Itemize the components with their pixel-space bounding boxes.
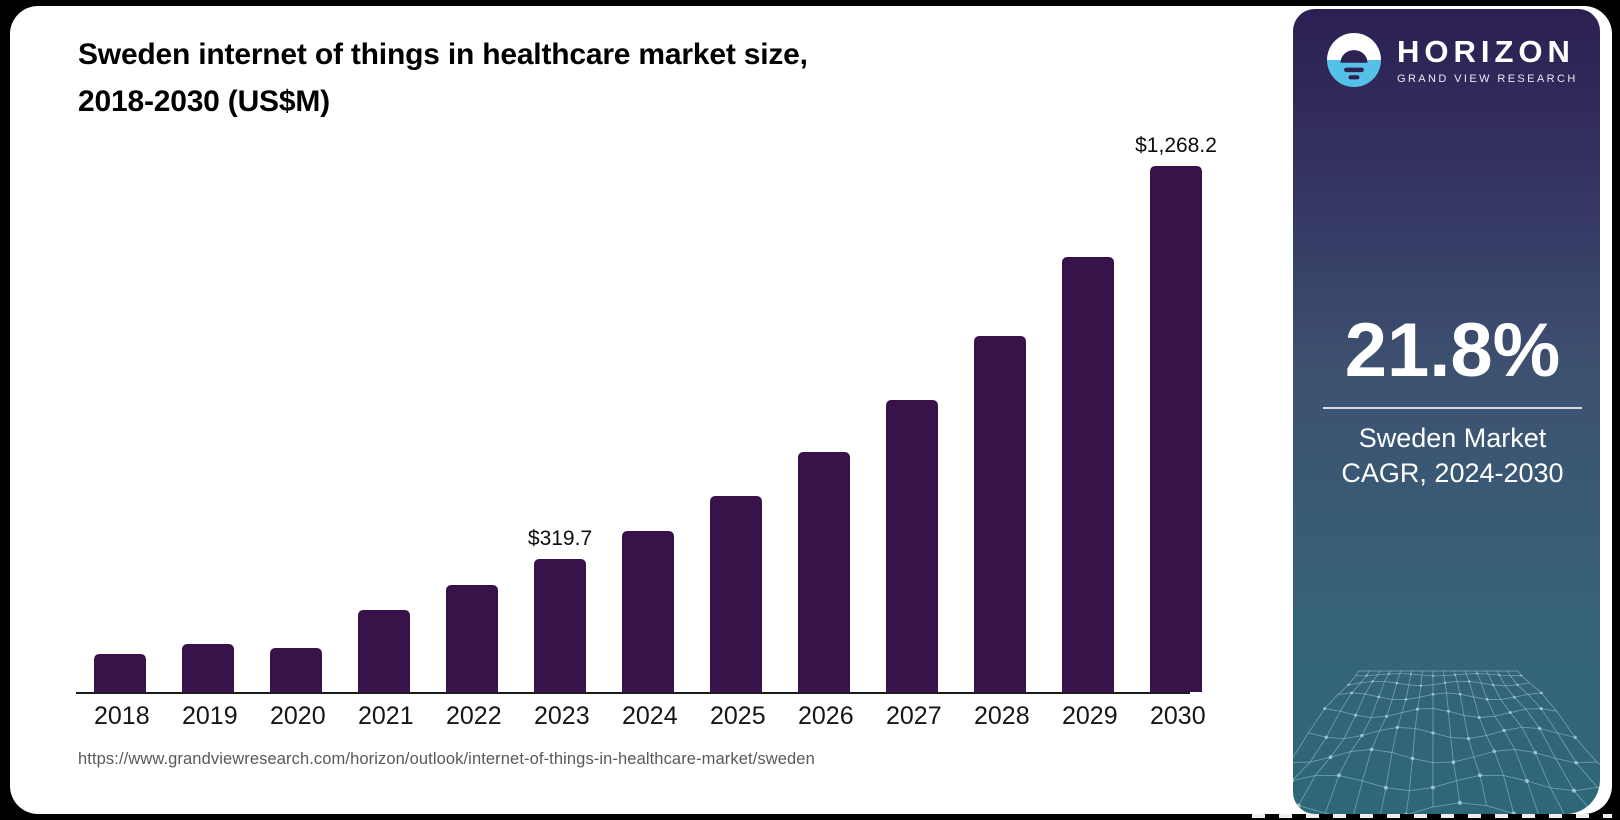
- stat-label-line1: Sweden Market: [1358, 422, 1547, 453]
- bar-column-2028: [974, 304, 1026, 692]
- bar-2020: [270, 647, 322, 692]
- x-tick-2029: 2029: [1062, 702, 1118, 730]
- x-tick-2024: 2024: [622, 702, 678, 730]
- x-tick-2030: 2030: [1150, 702, 1206, 730]
- x-tick-2027: 2027: [886, 702, 942, 730]
- bar-column-2019: [182, 612, 234, 692]
- x-tick-2022: 2022: [446, 702, 502, 730]
- bar-column-2029: [1062, 225, 1114, 692]
- bar-column-2025: [710, 464, 762, 692]
- bar-column-2030: $1,268.2: [1135, 134, 1217, 692]
- x-tick-2023: 2023: [534, 702, 590, 730]
- bar-column-2024: [622, 499, 674, 692]
- cagr-value: 21.8%: [1344, 308, 1561, 393]
- bar-column-2020: [270, 616, 322, 692]
- chart-x-axis-labels: 2018 2019 2020 2021 2022 2023 2024 2025 2026 2027…: [94, 702, 1206, 731]
- bar-value-label-2030: $1,268.2: [1135, 134, 1217, 157]
- x-tick-2018: 2018: [94, 702, 150, 730]
- x-tick-2026: 2026: [798, 702, 854, 730]
- horizon-sun-circle-icon: [1327, 33, 1381, 87]
- bar-2026: [798, 452, 850, 692]
- bar-2021: [358, 609, 410, 692]
- infographic-card: Sweden internet of things in healthcare …: [10, 6, 1612, 814]
- bar-2029: [1062, 257, 1114, 692]
- chart-columns: $319.7 $1,268.2: [94, 126, 1217, 692]
- bar-column-2022: [446, 553, 498, 692]
- bar-2022: [446, 584, 498, 692]
- x-tick-2028: 2028: [974, 702, 1030, 730]
- sidebar-panel: HORIZON GRAND VIEW RESEARCH 21.8% Sweden…: [1293, 9, 1600, 814]
- bar-2030: [1150, 166, 1202, 692]
- bar-2024: [622, 531, 674, 692]
- chart-title-line1: Sweden internet of things in healthcare …: [78, 38, 808, 71]
- bar-column-2026: [798, 420, 850, 692]
- stat-divider: [1323, 406, 1582, 409]
- brand-text: HORIZON GRAND VIEW RESEARCH: [1397, 33, 1578, 86]
- source-url: https://www.grandviewresearch.com/horizo…: [78, 750, 815, 768]
- brand-logo: HORIZON GRAND VIEW RESEARCH: [1327, 33, 1578, 87]
- x-tick-2025: 2025: [710, 702, 766, 730]
- bar-2019: [182, 643, 234, 692]
- x-tick-2020: 2020: [270, 702, 326, 730]
- bar-chart: $319.7 $1,268.2: [76, 120, 1217, 694]
- bar-2027: [886, 399, 938, 692]
- x-tick-2019: 2019: [182, 702, 238, 730]
- chart-title-line2: 2018-2030 (US$M): [78, 84, 330, 118]
- bar-column-2023: $319.7: [528, 527, 592, 692]
- chart-title: Sweden internet of things in healthcare …: [78, 32, 808, 125]
- cagr-stat-block: 21.8% Sweden Market CAGR, 2024-2030: [1293, 309, 1600, 492]
- brand-name: HORIZON: [1397, 33, 1575, 69]
- bar-value-label-2023: $319.7: [527, 527, 593, 551]
- bar-column-2018: [94, 622, 146, 692]
- bar-2025: [710, 496, 762, 692]
- bar-2018: [94, 654, 146, 692]
- screenshot-edge-artifact: [1252, 814, 1612, 818]
- brand-subtitle: GRAND VIEW RESEARCH: [1397, 73, 1578, 86]
- bar-2028: [974, 335, 1026, 692]
- x-tick-2021: 2021: [358, 702, 414, 730]
- wireframe-terrain-graphic: [1293, 670, 1600, 814]
- bar-2023: [534, 559, 586, 692]
- bar-column-2021: [358, 578, 410, 692]
- stat-label-line2: CAGR, 2024-2030: [1341, 458, 1564, 489]
- bar-column-2027: [886, 368, 938, 692]
